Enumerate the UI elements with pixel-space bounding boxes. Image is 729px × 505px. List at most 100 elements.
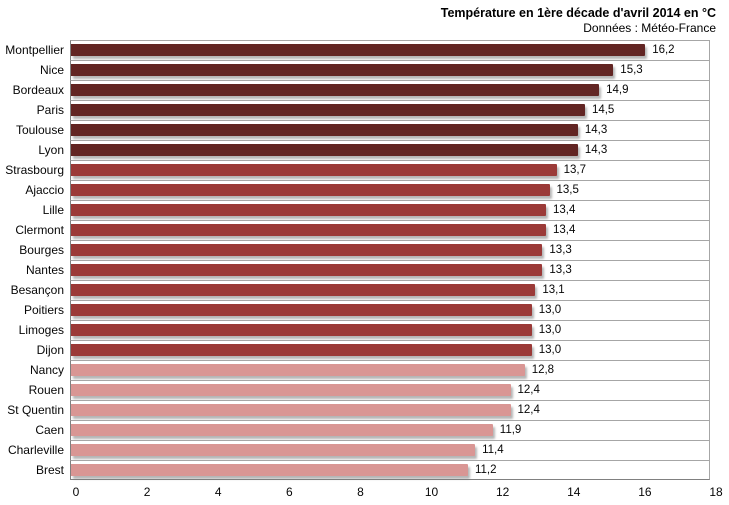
x-axis: 0 2 4 6 8 10 12 14 16 18 bbox=[72, 482, 723, 500]
bar-row: Rouen 12,4 bbox=[0, 380, 729, 400]
bar-track: 13,4 bbox=[70, 220, 710, 240]
temperature-bar bbox=[71, 224, 546, 236]
temperature-bar bbox=[71, 384, 511, 396]
x-axis-tick-label: 0 bbox=[72, 485, 80, 499]
bar-value-label: 12,4 bbox=[517, 384, 540, 396]
bar-value-label: 12,8 bbox=[531, 364, 555, 376]
bar-row: Nantes 13,3 bbox=[0, 260, 729, 280]
x-axis-tick-label: 2 bbox=[143, 485, 151, 499]
category-label: Ajaccio bbox=[25, 183, 64, 197]
chart-header: Température en 1ère décade d'avril 2014 … bbox=[441, 6, 716, 36]
category-label: Nantes bbox=[25, 263, 64, 277]
category-label: Nice bbox=[39, 63, 64, 77]
x-axis-tick-label: 18 bbox=[709, 485, 723, 499]
bar-row: Charleville 11,4 bbox=[0, 440, 729, 460]
category-label: Bourges bbox=[19, 243, 64, 257]
bar-track: 11,2 bbox=[70, 460, 710, 480]
temperature-bar bbox=[71, 404, 511, 416]
bar-track: 12,4 bbox=[70, 380, 710, 400]
bar-value-label: 14,5 bbox=[591, 104, 615, 116]
bar-row: Clermont 13,4 bbox=[0, 220, 729, 240]
category-label: Limoges bbox=[18, 323, 64, 337]
bar-row: Nice 15,3 bbox=[0, 60, 729, 80]
bar-row: Caen 11,9 bbox=[0, 420, 729, 440]
x-axis-tick-label: 6 bbox=[285, 485, 293, 499]
temperature-bar bbox=[71, 344, 532, 356]
category-label: Lyon bbox=[38, 143, 64, 157]
bar-track: 14,3 bbox=[70, 140, 710, 160]
category-label: Clermont bbox=[15, 223, 64, 237]
temperature-bar bbox=[71, 184, 550, 196]
x-axis-tick-label: 14 bbox=[567, 485, 581, 499]
temperature-bar bbox=[71, 324, 532, 336]
category-label: Rouen bbox=[28, 383, 64, 397]
bar-track: 13,0 bbox=[70, 340, 710, 360]
bar-track: 12,4 bbox=[70, 400, 710, 420]
bar-track: 14,5 bbox=[70, 100, 710, 120]
bar-track: 15,3 bbox=[70, 60, 710, 80]
bar-track: 12,8 bbox=[70, 360, 710, 380]
bar-row: Bourges 13,3 bbox=[0, 240, 729, 260]
bar-row: Paris 14,5 bbox=[0, 100, 729, 120]
bar-value-label: 15,3 bbox=[620, 64, 643, 76]
category-label: Strasbourg bbox=[5, 163, 64, 177]
temperature-bar bbox=[71, 364, 525, 376]
chart-title: Température en 1ère décade d'avril 2014 … bbox=[440, 6, 716, 20]
bar-row: Brest 11,2 bbox=[0, 460, 729, 480]
temperature-bar bbox=[71, 444, 476, 456]
bar-value-label: 12,4 bbox=[517, 404, 540, 416]
bar-value-label: 14,3 bbox=[584, 124, 608, 136]
category-label: Caen bbox=[35, 423, 64, 437]
bar-row: Dijon 13,0 bbox=[0, 340, 729, 360]
temperature-bar bbox=[71, 284, 536, 296]
x-axis-tick-label: 16 bbox=[638, 485, 652, 499]
bar-track: 16,2 bbox=[70, 40, 710, 60]
bar-row: Ajaccio 13,5 bbox=[0, 180, 729, 200]
bar-row: Montpellier 16,2 bbox=[0, 40, 729, 60]
bar-row: Strasbourg 13,7 bbox=[0, 160, 729, 180]
bar-row: Toulouse 14,3 bbox=[0, 120, 729, 140]
bar-track: 14,9 bbox=[70, 80, 710, 100]
temperature-bar bbox=[71, 244, 543, 256]
bar-track: 13,1 bbox=[70, 280, 710, 300]
temperature-bar bbox=[71, 164, 557, 176]
category-label: St Quentin bbox=[7, 403, 64, 417]
bar-value-label: 13,0 bbox=[538, 344, 562, 356]
category-label: Poitiers bbox=[23, 303, 64, 317]
bar-track: 13,7 bbox=[70, 160, 710, 180]
category-label: Lille bbox=[42, 203, 64, 217]
bar-track: 13,0 bbox=[70, 300, 710, 320]
bar-value-label: 13,4 bbox=[552, 204, 576, 216]
category-label: Dijon bbox=[36, 343, 64, 357]
temperature-bar bbox=[71, 264, 543, 276]
bar-value-label: 13,3 bbox=[549, 244, 572, 256]
bar-value-label: 14,9 bbox=[606, 84, 629, 96]
bar-row: Nancy 12,8 bbox=[0, 360, 729, 380]
temperature-bar bbox=[71, 424, 493, 436]
bar-value-label: 14,3 bbox=[584, 144, 608, 156]
bar-track: 13,4 bbox=[70, 200, 710, 220]
x-axis-tick-label: 10 bbox=[424, 485, 439, 499]
category-label: Nancy bbox=[29, 363, 64, 377]
temperature-bar bbox=[71, 144, 578, 156]
bar-value-label: 13,0 bbox=[538, 324, 562, 336]
x-axis-tick-label: 8 bbox=[357, 485, 364, 499]
category-label: Charleville bbox=[7, 443, 64, 457]
bar-value-label: 13,4 bbox=[552, 224, 576, 236]
bar-value-label: 13,3 bbox=[549, 264, 572, 276]
temperature-bar bbox=[71, 304, 532, 316]
category-label: Paris bbox=[36, 103, 64, 117]
temperature-bar bbox=[71, 44, 646, 56]
bar-value-label: 13,5 bbox=[556, 184, 579, 196]
bar-value-label: 16,2 bbox=[652, 44, 675, 56]
bar-row: St Quentin 12,4 bbox=[0, 400, 729, 420]
bar-value-label: 11,2 bbox=[474, 464, 497, 476]
bar-track: 13,3 bbox=[70, 260, 710, 280]
bar-row: Lyon 14,3 bbox=[0, 140, 729, 160]
temperature-bar bbox=[71, 124, 578, 136]
bar-track: 14,3 bbox=[70, 120, 710, 140]
bar-row: Limoges 13,0 bbox=[0, 320, 729, 340]
bar-value-label: 11,9 bbox=[499, 424, 522, 436]
category-label: Toulouse bbox=[15, 123, 64, 137]
chart-subtitle: Données : Météo-France bbox=[583, 21, 716, 35]
